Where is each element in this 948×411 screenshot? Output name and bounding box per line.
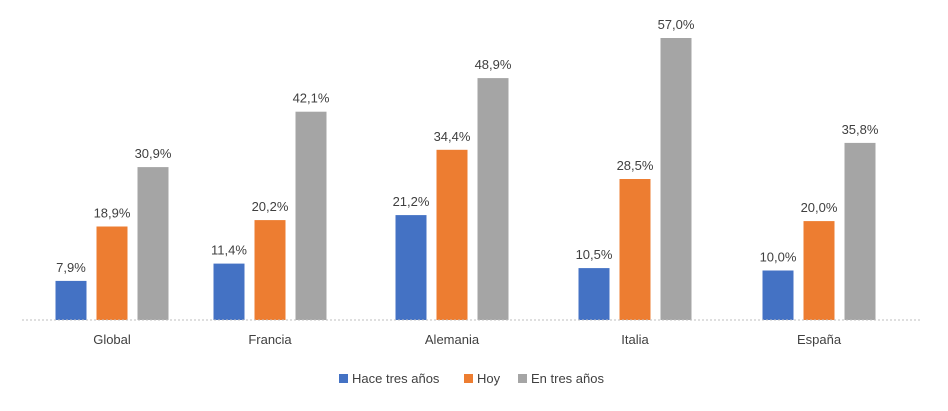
data-label: 28,5% xyxy=(617,158,654,173)
bar-alemania-series-3 xyxy=(477,78,509,320)
data-label: 7,9% xyxy=(56,260,86,275)
bar-españa-series-2 xyxy=(803,221,835,320)
x-axis: Global Francia Alemania Italia España xyxy=(22,319,922,347)
data-label: 34,4% xyxy=(434,129,471,144)
data-label: 11,4% xyxy=(211,243,247,258)
bar-francia-series-1 xyxy=(213,263,245,320)
bar-alemania-series-1 xyxy=(395,215,427,320)
bar-global-series-3 xyxy=(137,167,169,320)
data-label: 21,2% xyxy=(393,194,430,209)
x-tick-label: Global xyxy=(93,332,131,347)
bar-italia-series-1 xyxy=(578,268,610,320)
data-label: 10,5% xyxy=(576,247,613,262)
bar-españa-series-1 xyxy=(762,270,794,320)
data-labels-layer: 7,9% 11,4% 21,2% 10,5% 10,0% 18,9% 20,2% 34,4% 2… xyxy=(56,17,879,275)
x-tick-label: Alemania xyxy=(425,332,480,347)
legend: Hace tres años Hoy En tres años xyxy=(339,371,604,386)
data-label: 35,8% xyxy=(842,122,879,137)
legend-label: En tres años xyxy=(531,371,604,386)
legend-item: Hace tres años xyxy=(339,371,440,386)
legend-swatch xyxy=(518,374,527,383)
bar-francia-series-3 xyxy=(295,111,327,320)
bar-global-series-2 xyxy=(96,226,128,320)
x-tick-label: Italia xyxy=(621,332,649,347)
x-tick-label: España xyxy=(797,332,842,347)
bar-global-series-1 xyxy=(55,280,87,320)
data-label: 18,9% xyxy=(94,206,131,221)
legend-label: Hace tres años xyxy=(352,371,440,386)
bar-alemania-series-2 xyxy=(436,149,468,320)
data-label: 30,9% xyxy=(135,146,172,161)
data-label: 10,0% xyxy=(760,250,797,265)
bars-layer xyxy=(55,38,876,320)
bar-francia-series-2 xyxy=(254,220,286,320)
bar-italia-series-2 xyxy=(619,179,651,320)
data-label: 42,1% xyxy=(293,91,330,106)
legend-label: Hoy xyxy=(477,371,501,386)
bar-italia-series-3 xyxy=(660,38,692,320)
legend-swatch xyxy=(339,374,348,383)
legend-item: En tres años xyxy=(518,371,604,386)
x-tick-label: Francia xyxy=(248,332,292,347)
data-label: 20,2% xyxy=(252,199,289,214)
data-label: 57,0% xyxy=(658,17,695,32)
bar-españa-series-3 xyxy=(844,142,876,320)
data-label: 20,0% xyxy=(801,200,838,215)
data-label: 48,9% xyxy=(475,57,512,72)
legend-swatch xyxy=(464,374,473,383)
legend-item: Hoy xyxy=(464,371,501,386)
